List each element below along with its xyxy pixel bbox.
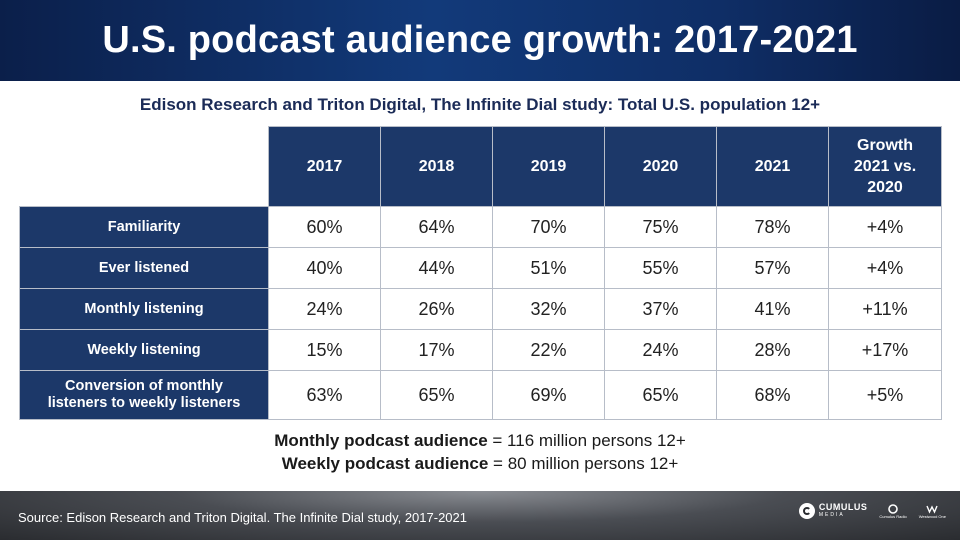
table-cell: 65% (604, 370, 717, 420)
row-label: Ever listened (19, 247, 269, 289)
cumulus-logo-icon (798, 503, 815, 519)
table-cell: 44% (380, 247, 493, 289)
westwood-one-logo: Westwood One (919, 504, 946, 519)
table-cell: 37% (604, 288, 717, 330)
table-cell: 68% (716, 370, 829, 420)
table-cell: 24% (268, 288, 381, 330)
slide-title: U.S. podcast audience growth: 2017-2021 (102, 19, 858, 61)
table-cell: 65% (380, 370, 493, 420)
table-cell: 32% (492, 288, 605, 330)
table-cell: 17% (380, 329, 493, 371)
table-cell: 41% (716, 288, 829, 330)
header-corner (19, 126, 269, 207)
logo-group: CUMULUS MEDIA Cumulus Radio Westwood One (798, 503, 946, 519)
table-row: Conversion of monthly listeners to weekl… (19, 370, 942, 420)
table-cell: 24% (604, 329, 717, 371)
table-cell: 51% (492, 247, 605, 289)
table-header-row: 2017 2018 2019 2020 2021 Growth 2021 vs.… (19, 126, 942, 207)
table-cell: 40% (268, 247, 381, 289)
podcast-audience-table: 2017 2018 2019 2020 2021 Growth 2021 vs.… (19, 126, 942, 420)
growth-cell: +17% (828, 329, 942, 371)
header-year: 2018 (380, 126, 493, 207)
header-year: 2020 (604, 126, 717, 207)
footer-bar: Source: Edison Research and Triton Digit… (0, 491, 960, 540)
table-cell: 55% (604, 247, 717, 289)
table-cell: 78% (716, 206, 829, 248)
radio-logo-icon (888, 503, 898, 514)
header-growth: Growth 2021 vs. 2020 (828, 126, 942, 207)
table-cell: 69% (492, 370, 605, 420)
row-label: Weekly listening (19, 329, 269, 371)
table-cell: 22% (492, 329, 605, 371)
table-row: Weekly listening 15% 17% 22% 24% 28% +17… (19, 329, 942, 371)
growth-cell: +11% (828, 288, 942, 330)
table-cell: 26% (380, 288, 493, 330)
westwood-logo-icon (926, 504, 939, 514)
growth-cell: +4% (828, 247, 942, 289)
header-year: 2019 (492, 126, 605, 207)
growth-cell: +4% (828, 206, 942, 248)
title-bar: U.S. podcast audience growth: 2017-2021 (0, 0, 960, 81)
table-row: Familiarity 60% 64% 70% 75% 78% +4% (19, 206, 942, 248)
weekly-audience-summary: Weekly podcast audience = 80 million per… (281, 454, 679, 473)
monthly-audience-summary: Monthly podcast audience = 116 million p… (274, 431, 686, 450)
table-row: Monthly listening 24% 26% 32% 37% 41% +1… (19, 288, 942, 330)
cumulus-media-logo: CUMULUS MEDIA (798, 503, 868, 519)
header-year: 2021 (716, 126, 829, 207)
slide-subtitle: Edison Research and Triton Digital, The … (139, 95, 821, 114)
table-cell: 15% (268, 329, 381, 371)
source-note: Source: Edison Research and Triton Digit… (18, 510, 467, 525)
table-cell: 60% (268, 206, 381, 248)
table-cell: 57% (716, 247, 829, 289)
table-cell: 75% (604, 206, 717, 248)
table-cell: 64% (380, 206, 493, 248)
table-cell: 70% (492, 206, 605, 248)
cumulus-radio-logo: Cumulus Radio (879, 503, 907, 519)
row-label: Conversion of monthly listeners to weekl… (19, 370, 269, 420)
table-cell: 28% (716, 329, 829, 371)
table-row: Ever listened 40% 44% 51% 55% 57% +4% (19, 247, 942, 289)
header-year: 2017 (268, 126, 381, 207)
row-label: Monthly listening (19, 288, 269, 330)
row-label: Familiarity (19, 206, 269, 248)
growth-cell: +5% (828, 370, 942, 420)
table-cell: 63% (268, 370, 381, 420)
